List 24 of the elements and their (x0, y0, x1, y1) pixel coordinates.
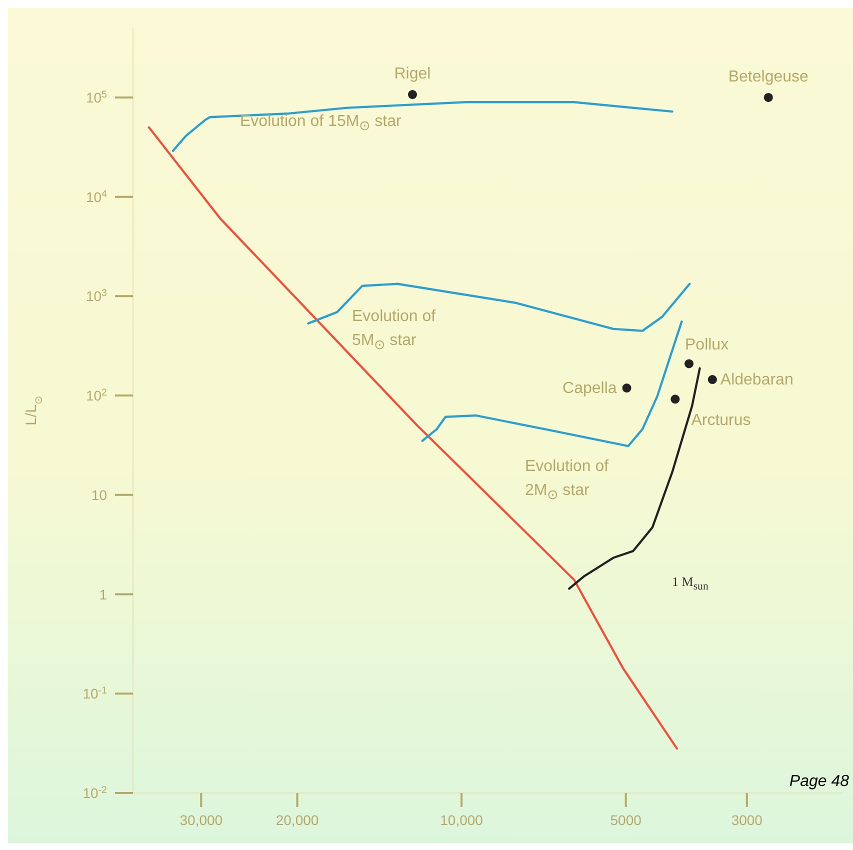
annotation: Arcturus (691, 412, 751, 430)
y-tick-label: 10$^{5}$ (86, 88, 108, 106)
x-tick-label: 10,000 (440, 812, 484, 828)
y-tick-label: 10$^{-2}$ (82, 784, 107, 801)
annotation: Betelgeuse (728, 68, 809, 86)
y-tick-label: 10$^{-1}$ (82, 685, 107, 702)
y-tick-label: 10$^{2}$ (86, 387, 107, 404)
annotation: Rigel (394, 66, 431, 83)
annotation: Capella (562, 380, 617, 398)
x-tick-label: 30,000 (180, 812, 223, 828)
annotation: Evolution of 15M$_{⊙}$ star (240, 112, 402, 136)
y-tick-label: 1 (99, 586, 108, 602)
y-tick-label: 10 (91, 486, 108, 503)
annotation: Page 48 (789, 772, 849, 792)
x-tick-label: 3000 (731, 812, 763, 828)
annotation: Evolution of 5M$_{⊙}$ star (352, 307, 436, 354)
y-tick-label: 10$^{4}$ (86, 188, 108, 205)
annotation: Pollux (685, 336, 729, 354)
annotation: Evolution of 2M$_{⊙}$ star (525, 457, 609, 504)
x-tick-label: 20,000 (276, 812, 319, 828)
x-tick-label: 5000 (610, 812, 642, 828)
annotation: Aldebaran (720, 372, 794, 389)
y-tick-label: 10$^{3}$ (86, 288, 108, 304)
annotation: 1 M$_{sun}$ (672, 573, 708, 595)
